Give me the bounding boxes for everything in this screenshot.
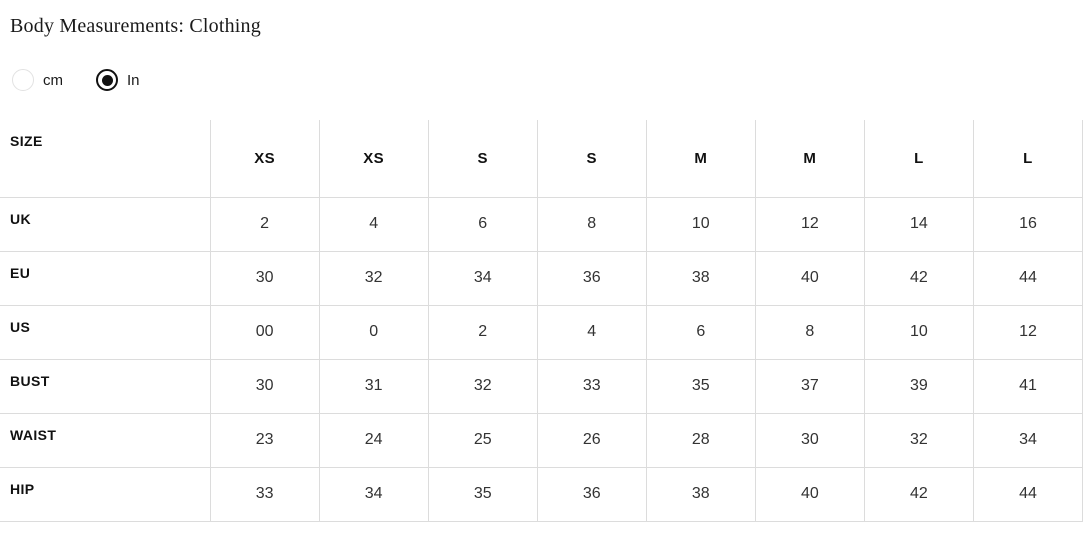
table-cell: 6 [428,197,538,252]
table-cell: 8 [755,305,865,360]
table-cell: 2 [210,197,320,252]
table-cell: 34 [428,251,538,306]
radio-dot [101,74,113,86]
unit-option-cm[interactable]: cm [12,69,63,91]
table-row: US 00 0 2 4 6 8 10 12 [0,305,1084,360]
table-cell: 23 [210,413,320,468]
table-cell: 33 [210,467,320,522]
size-chart-table: SIZE XS XS S S M M L L UK 2 4 6 8 10 12 14 16 EU 30 32 34 36 3… [0,120,1084,522]
table-cell: 6 [646,305,756,360]
table-cell: 40 [755,467,865,522]
unit-option-in-label: In [127,71,140,89]
table-cell: 32 [319,251,429,306]
table-cell: 34 [973,413,1084,468]
table-cell: 31 [319,359,429,414]
row-label: WAIST [0,413,211,468]
table-cell: 44 [973,251,1084,306]
table-cell: 0 [319,305,429,360]
table-cell: 8 [537,197,647,252]
row-label: US [0,305,211,360]
table-header-row: SIZE XS XS S S M M L L [0,120,1084,198]
table-cell: 00 [210,305,320,360]
table-cell: 38 [646,251,756,306]
table-cell: 42 [864,467,974,522]
unit-option-in[interactable]: In [96,69,140,91]
table-cell: 33 [537,359,647,414]
table-row: BUST 30 31 32 33 35 37 39 41 [0,359,1084,414]
row-label: UK [0,197,211,252]
table-cell: 30 [210,251,320,306]
table-cell: 32 [864,413,974,468]
table-cell: 37 [755,359,865,414]
radio-unselected-icon [12,69,34,91]
table-cell: 12 [973,305,1084,360]
table-cell: 10 [646,197,756,252]
size-column-header: S [537,120,647,198]
table-cell: 36 [537,251,647,306]
size-column-header: L [973,120,1084,198]
table-cell: 30 [755,413,865,468]
size-column-header: XS [319,120,429,198]
table-cell: 28 [646,413,756,468]
table-cell: 40 [755,251,865,306]
unit-toggle: cm In [12,69,1091,91]
table-cell: 26 [537,413,647,468]
page-title: Body Measurements: Clothing [10,15,261,37]
size-column-header: XS [210,120,320,198]
table-cell: 36 [537,467,647,522]
table-row: UK 2 4 6 8 10 12 14 16 [0,197,1084,252]
table-cell: 41 [973,359,1084,414]
table-cell: 44 [973,467,1084,522]
table-cell: 2 [428,305,538,360]
size-column-header: M [646,120,756,198]
table-cell: 4 [537,305,647,360]
table-row: HIP 33 34 35 36 38 40 42 44 [0,467,1084,522]
table-cell: 39 [864,359,974,414]
row-label: BUST [0,359,211,414]
table-cell: 32 [428,359,538,414]
table-cell: 30 [210,359,320,414]
table-cell: 4 [319,197,429,252]
table-cell: 34 [319,467,429,522]
table-cell: 42 [864,251,974,306]
table-cell: 38 [646,467,756,522]
size-column-header: M [755,120,865,198]
unit-option-cm-label: cm [43,71,63,89]
table-cell: 35 [428,467,538,522]
row-label: HIP [0,467,211,522]
table-cell: 10 [864,305,974,360]
table-cell: 16 [973,197,1084,252]
row-label: EU [0,251,211,306]
radio-selected-icon [96,69,118,91]
size-header-label: SIZE [0,120,211,198]
table-row: EU 30 32 34 36 38 40 42 44 [0,251,1084,306]
table-cell: 14 [864,197,974,252]
table-cell: 24 [319,413,429,468]
table-cell: 12 [755,197,865,252]
table-cell: 35 [646,359,756,414]
table-row: WAIST 23 24 25 26 28 30 32 34 [0,413,1084,468]
size-column-header: S [428,120,538,198]
size-column-header: L [864,120,974,198]
table-cell: 25 [428,413,538,468]
